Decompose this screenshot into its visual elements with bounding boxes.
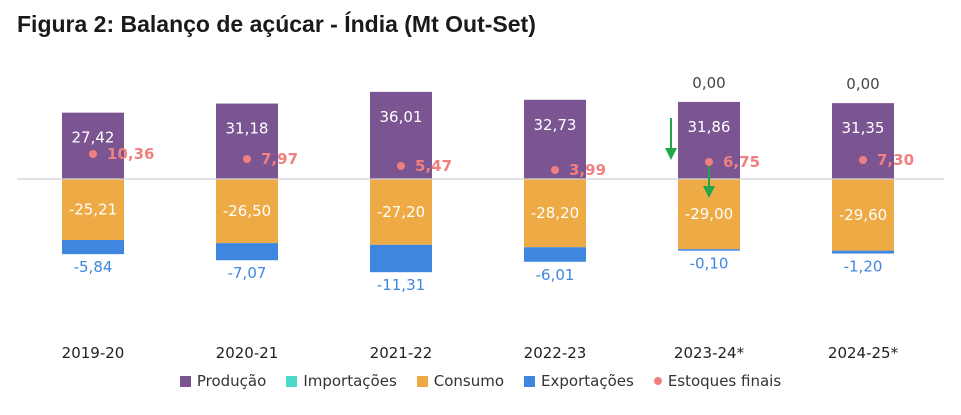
label-exportacoes: -5,84 <box>74 258 113 276</box>
label-producao: 32,73 <box>534 116 577 134</box>
legend-item-consumo: Consumo <box>416 372 505 390</box>
chart-title: Figura 2: Balanço de açúcar - Índia (Mt … <box>17 11 536 37</box>
legend-swatch-consumo <box>416 375 428 387</box>
label-exportacoes: -0,10 <box>690 255 729 273</box>
bar-producao <box>216 103 278 179</box>
sugar-balance-chart: 27,42 -25,21 -5,84 10,36 2019-20 31,18 -26,50 -… <box>17 74 944 362</box>
x-tick-label: 2020-21 <box>216 344 279 362</box>
x-tick-label: 2019-20 <box>62 344 125 362</box>
bar-consumo <box>370 179 432 245</box>
legend-swatch-exportacoes <box>524 375 536 387</box>
legend-swatch-producao <box>179 375 191 387</box>
label-importacoes: 0,00 <box>692 74 725 92</box>
label-estoques: 7,30 <box>877 151 914 169</box>
label-importacoes: 0,00 <box>846 75 879 93</box>
label-consumo: -28,20 <box>531 204 579 222</box>
legend-item-producao: Produção <box>179 372 267 390</box>
legend-item-importacoes: Importações <box>286 372 397 390</box>
bar-producao <box>832 103 894 179</box>
arrow-down-icon <box>703 186 715 198</box>
bar-exportacoes <box>62 240 124 255</box>
x-tick-label: 2022-23 <box>524 344 587 362</box>
x-tick-label: 2021-22 <box>370 344 433 362</box>
legend-label-exportacoes: Exportações <box>541 372 634 390</box>
point-estoques <box>859 156 867 164</box>
label-consumo: -27,20 <box>377 203 425 221</box>
chart-legend: Produção Importações Consumo Exportações… <box>0 372 961 390</box>
bar-producao <box>62 112 124 179</box>
point-estoques <box>89 150 97 158</box>
point-estoques <box>705 158 713 166</box>
label-estoques: 10,36 <box>107 145 154 163</box>
label-producao: 31,35 <box>842 119 885 137</box>
x-tick-label: 2024-25* <box>828 344 899 362</box>
legend-swatch-importacoes <box>286 375 298 387</box>
legend-label-producao: Produção <box>196 372 267 390</box>
label-consumo: -29,60 <box>839 206 887 224</box>
bar-consumo <box>832 179 894 251</box>
legend-label-estoques: Estoques finais <box>667 372 782 390</box>
bar-exportacoes <box>832 250 894 254</box>
label-exportacoes: -7,07 <box>228 264 267 282</box>
label-producao: 31,86 <box>688 118 731 136</box>
label-exportacoes: -1,20 <box>844 258 883 276</box>
label-exportacoes: -6,01 <box>536 266 575 284</box>
bar-consumo <box>62 179 124 241</box>
bar-exportacoes <box>678 249 740 251</box>
point-estoques <box>397 162 405 170</box>
arrow-down-icon <box>665 148 677 160</box>
label-exportacoes: -11,31 <box>377 276 425 294</box>
point-estoques <box>551 166 559 174</box>
legend-label-importacoes: Importações <box>303 372 397 390</box>
label-estoques: 7,97 <box>261 150 298 168</box>
x-tick-label: 2023-24* <box>674 344 745 362</box>
legend-item-exportacoes: Exportações <box>524 372 634 390</box>
label-estoques: 5,47 <box>415 157 452 175</box>
label-consumo: -25,21 <box>69 201 117 219</box>
label-estoques: 6,75 <box>723 153 760 171</box>
point-estoques <box>243 155 251 163</box>
bar-consumo <box>524 179 586 248</box>
label-producao: 36,01 <box>380 108 423 126</box>
bar-consumo <box>216 179 278 244</box>
legend-item-estoques: Estoques finais <box>653 372 782 390</box>
bar-producao <box>524 99 586 179</box>
label-consumo: -29,00 <box>685 205 733 223</box>
label-producao: 27,42 <box>72 129 115 147</box>
legend-dot-estoques <box>653 377 662 385</box>
bar-exportacoes <box>370 244 432 273</box>
legend-label-consumo: Consumo <box>433 372 505 390</box>
label-producao: 31,18 <box>226 120 269 138</box>
label-estoques: 3,99 <box>569 161 606 179</box>
bar-exportacoes <box>524 247 586 262</box>
label-consumo: -26,50 <box>223 202 271 220</box>
bar-exportacoes <box>216 243 278 261</box>
